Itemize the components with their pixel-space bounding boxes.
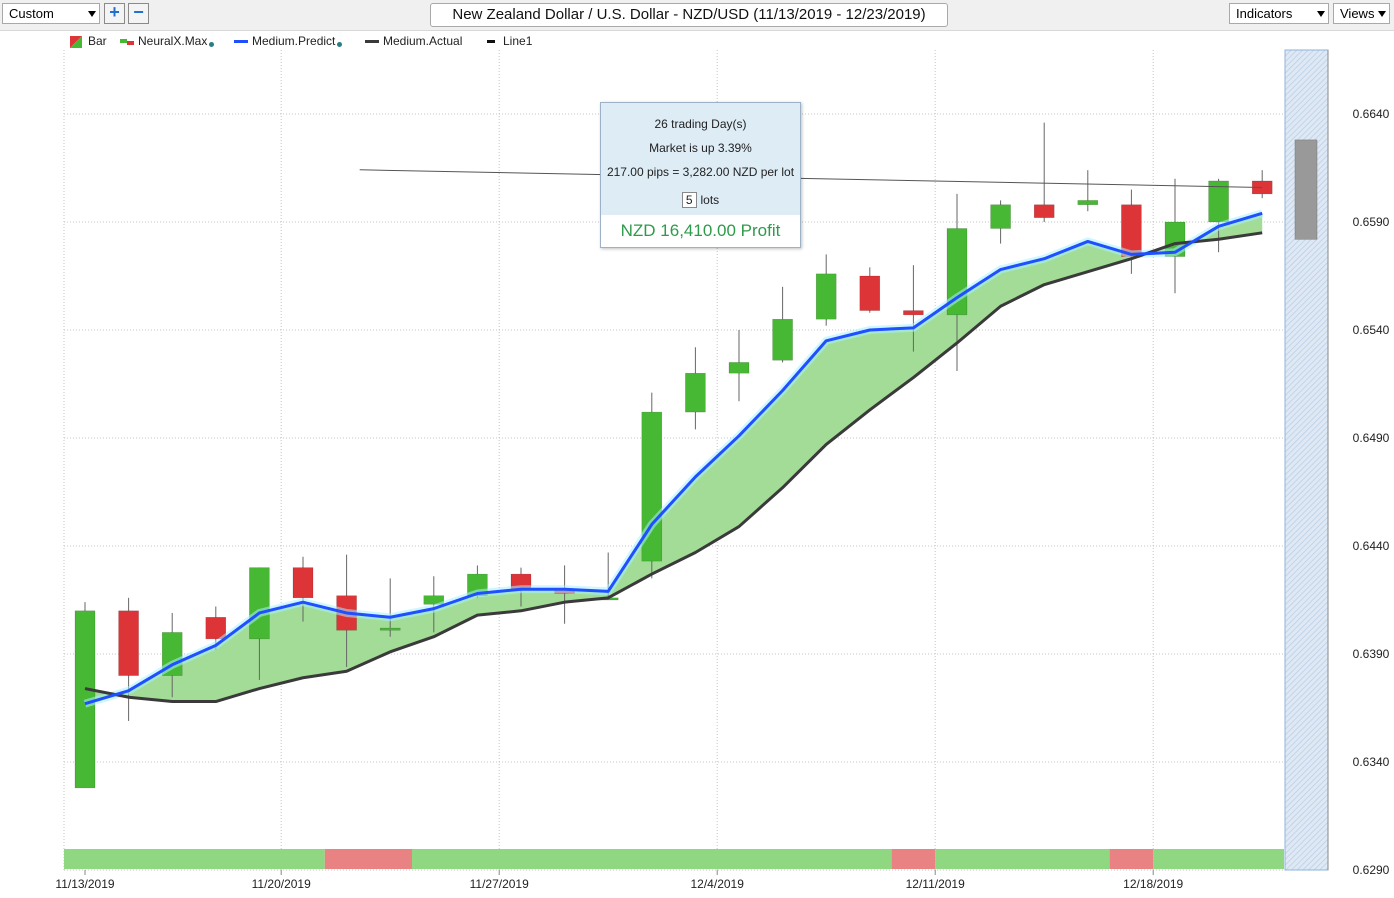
y-tick-label: 0.6590 <box>1353 215 1390 229</box>
legend-label: Bar <box>88 34 107 48</box>
axes: 0.6640 0.6590 0.6540 0.6490 0.6440 0.6390 0.63… <box>55 50 1390 891</box>
indicator-dot-icon <box>337 42 343 47</box>
chart-title: New Zealand Dollar / U.S. Dollar - NZD/U… <box>430 3 948 27</box>
candle-body-down <box>205 617 227 640</box>
candle[interactable] <box>641 392 663 579</box>
candle[interactable] <box>1077 170 1099 212</box>
lots-label: lots <box>700 193 720 207</box>
preset-select[interactable]: Custom <box>2 3 100 24</box>
candle-body-down <box>118 610 139 676</box>
candle-body-down <box>859 275 881 311</box>
legend-label: Line1 <box>503 34 533 48</box>
x-tick-label: 12/11/2019 <box>906 877 965 891</box>
legend-label: NeuralX.Max <box>138 34 215 49</box>
forecast-zone <box>1284 49 1329 871</box>
candles[interactable] <box>74 122 1273 789</box>
blue-line-icon <box>234 40 248 43</box>
x-tick-label: 11/27/2019 <box>470 877 529 891</box>
lots-input[interactable]: 5 <box>681 192 697 208</box>
candle-body-up <box>815 273 837 320</box>
candle[interactable] <box>423 576 445 633</box>
signal-segment <box>324 849 412 869</box>
candle[interactable] <box>772 286 793 363</box>
candle[interactable] <box>815 254 837 326</box>
indicator-lines <box>83 169 1264 708</box>
candle[interactable] <box>859 267 881 313</box>
candle[interactable] <box>379 578 401 637</box>
signal-strip <box>64 849 1284 869</box>
candle[interactable] <box>685 347 706 430</box>
trade-summary-tooltip: 26 trading Day(s) Market is up 3.39% 217… <box>600 102 801 248</box>
medium-actual-line <box>84 231 1263 704</box>
views-select[interactable]: Views <box>1333 3 1390 24</box>
candle-body-up <box>1077 200 1099 205</box>
black-line-icon <box>487 40 495 43</box>
legend-label: Medium.Predict <box>252 34 343 49</box>
candle-body-up <box>990 204 1011 229</box>
x-tick-label: 12/4/2019 <box>691 877 745 891</box>
zoom-in-button[interactable]: + <box>104 3 125 24</box>
forecast-bar <box>1294 139 1318 240</box>
y-tick-label: 0.6540 <box>1353 323 1390 337</box>
chevron-down-icon <box>88 11 96 17</box>
candle[interactable] <box>1033 122 1055 222</box>
candle[interactable] <box>292 556 314 622</box>
views-select-label: Views <box>1340 6 1375 21</box>
trading-days-text: 26 trading Day(s) <box>654 117 747 131</box>
candle[interactable] <box>118 597 139 721</box>
profit-text: NZD 16,410.00 Profit <box>601 215 800 247</box>
market-change-text: Market is up 3.39% <box>649 141 752 155</box>
chevron-down-icon <box>1317 11 1325 17</box>
candle-body-up <box>772 318 793 361</box>
legend-label: Medium.Actual <box>383 34 463 48</box>
candle-body-up <box>728 362 750 374</box>
candle-body-down <box>1033 204 1055 218</box>
pips-text: 217.00 pips = 3,282.00 NZD per lot <box>606 165 795 179</box>
y-tick-label: 0.6640 <box>1353 107 1390 121</box>
preset-select-label: Custom <box>9 6 54 21</box>
x-tick-label: 11/20/2019 <box>252 877 311 891</box>
candle-body-up <box>685 372 706 413</box>
x-tick-label: 11/13/2019 <box>55 877 114 891</box>
candle-body-down <box>903 310 924 316</box>
signal-segment <box>412 849 892 869</box>
y-tick-label: 0.6290 <box>1353 863 1390 877</box>
medium-predict-line <box>84 211 1263 706</box>
candle[interactable] <box>903 265 924 352</box>
candle-body-up <box>379 627 401 631</box>
candle[interactable] <box>990 200 1011 244</box>
x-tick-label: 12/18/2019 <box>1123 877 1183 891</box>
indicators-select[interactable]: Indicators <box>1229 3 1329 24</box>
candle-bar-icon <box>70 36 82 48</box>
signal-segment <box>64 849 325 869</box>
y-tick-label: 0.6390 <box>1353 647 1390 661</box>
lots-row: 5 lots <box>601 192 800 208</box>
indicators-select-label: Indicators <box>1236 6 1293 21</box>
indicator-dot-icon <box>209 42 215 47</box>
signal-segment <box>1153 849 1284 869</box>
line1-trendline <box>359 169 1263 188</box>
candle-body-up <box>1208 180 1229 223</box>
signal-segment <box>935 849 1110 869</box>
candle[interactable] <box>728 330 750 402</box>
zoom-out-button[interactable]: − <box>128 3 149 24</box>
signal-segment <box>891 849 936 869</box>
y-tick-label: 0.6490 <box>1353 431 1390 445</box>
legend-text: Medium.Predict <box>252 34 336 48</box>
signal-segment <box>1109 849 1154 869</box>
candle-body-up <box>249 567 270 640</box>
neural-bar-icon <box>120 39 134 45</box>
y-tick-label: 0.6440 <box>1353 539 1390 553</box>
toolbar: Custom + − New Zealand Dollar / U.S. Dol… <box>0 0 1394 31</box>
y-tick-label: 0.6340 <box>1353 755 1390 769</box>
candle[interactable] <box>74 602 96 789</box>
candle-body-up <box>423 595 445 605</box>
legend-text: NeuralX.Max <box>138 34 208 48</box>
dark-line-icon <box>365 40 379 43</box>
candle-body-down <box>292 567 314 599</box>
chevron-down-icon <box>1378 11 1386 17</box>
